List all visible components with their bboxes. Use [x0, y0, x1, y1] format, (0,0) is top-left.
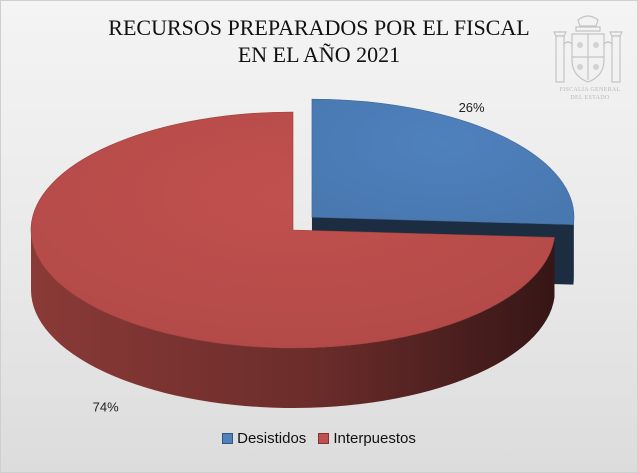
pie-slice-side-interpuestos [30, 230, 555, 409]
fiscalia-coat-of-arms-logo [553, 15, 623, 83]
pie-slice-interpuestos [30, 111, 555, 349]
emblem-caption-line-1: FISCALÍA GENERAL [559, 87, 621, 93]
pie-slice-side-desistidos [573, 217, 574, 285]
chart-legend: Desistidos Interpuestos [0, 430, 638, 448]
data-label-desistidos: 26% [459, 100, 485, 115]
emblem-caption: FISCALÍA GENERAL DEL ESTADO [548, 86, 632, 102]
legend-item-desistidos: Desistidos [222, 430, 306, 447]
pie-slice-desistidos [311, 98, 575, 225]
legend-label: Desistidos [237, 430, 307, 447]
chart-title: RECURSOS PREPARADOS POR EL FISCAL EN EL … [0, 14, 638, 68]
legend-item-interpuestos: Interpuestos [318, 430, 416, 447]
legend-swatch [318, 433, 330, 444]
chart-title-line-1: RECURSOS PREPARADOS POR EL FISCAL [108, 15, 530, 40]
data-label-interpuestos: 74% [93, 399, 119, 414]
legend-label: Interpuestos [333, 430, 416, 447]
legend-swatch [222, 433, 234, 444]
emblem-caption-line-2: DEL ESTADO [570, 95, 610, 101]
chart-title-line-2: EN EL AÑO 2021 [237, 42, 401, 67]
